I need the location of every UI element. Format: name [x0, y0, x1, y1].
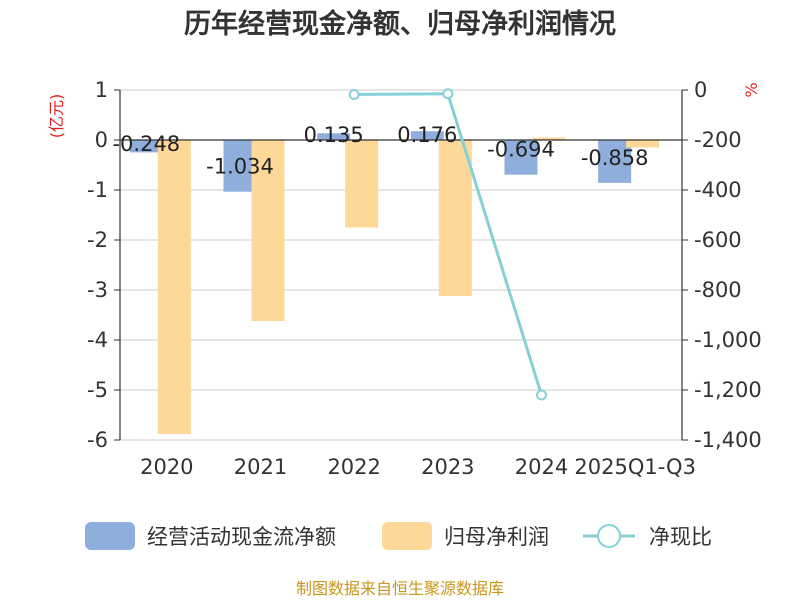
cashflow-data-label: 0.176 [397, 123, 457, 147]
x-tick-label: 2024 [515, 455, 568, 479]
legend: 经营活动现金流净额 归母净利润 净现比 [85, 522, 712, 550]
cashflow-bar [504, 140, 538, 175]
right-tick-label: -1,000 [694, 328, 762, 352]
cashflow-data-label: -0.248 [112, 132, 180, 156]
x-tick-label: 2021 [234, 455, 287, 479]
cashflow-bar [598, 140, 632, 183]
left-tick-label: -1 [87, 178, 108, 202]
left-tick-label: -3 [87, 278, 108, 302]
cashflow-bar [410, 131, 444, 140]
ratio-point [536, 389, 547, 401]
source-note: 制图数据来自恒生聚源数据库 [296, 579, 504, 598]
left-axis-unit: (亿元) [47, 94, 66, 139]
data-labels: -0.248 -1.034 0.135 0.176 -0.694 -0.858 [112, 123, 648, 179]
right-tick-label: -200 [694, 128, 742, 152]
net-profit-bar [532, 137, 566, 140]
cashflow-bar [317, 133, 351, 140]
legend-label: 净现比 [649, 525, 712, 549]
right-axis-unit: % [742, 82, 761, 97]
cashflow-data-label: 0.135 [304, 123, 364, 147]
legend-swatch-point [597, 524, 621, 548]
right-tick-label: -800 [694, 278, 742, 302]
ratio-point [348, 89, 360, 100]
net-profit-bar [626, 140, 660, 148]
net-profit-bar [345, 140, 379, 228]
legend-swatch [85, 522, 135, 550]
ratio-line [348, 88, 547, 401]
left-tick-label: 0 [95, 128, 108, 152]
left-tick-label: -4 [87, 328, 108, 352]
cashflow-bar [223, 140, 257, 192]
chart-title: 历年经营现金净额、归母净利润情况 [184, 8, 616, 40]
right-tick-label: -1,400 [694, 428, 762, 452]
bars [129, 131, 660, 434]
legend-label: 经营活动现金流净额 [147, 525, 336, 549]
net-profit-bar [157, 140, 191, 434]
right-tick-label: -1,200 [694, 378, 762, 402]
legend-net-profit[interactable]: 归母净利润 [382, 522, 549, 550]
legend-label: 归母净利润 [444, 525, 549, 549]
cashflow-data-label: -0.694 [487, 138, 555, 162]
right-tick-label: -400 [694, 178, 742, 202]
left-tick-label: -6 [87, 428, 108, 452]
legend-ratio[interactable]: 净现比 [583, 524, 712, 549]
x-tick-label: 2022 [327, 455, 380, 479]
ratio-point [442, 88, 454, 100]
right-tick-label: -600 [694, 228, 742, 252]
left-tick-label: -2 [87, 228, 108, 252]
x-tick-label: 2023 [421, 455, 474, 479]
cashflow-bar [129, 140, 163, 153]
axes: 1 0 -1 -2 -3 -4 -5 -6 0 -200 -400 -600 -800 -1,000 -1,… [87, 78, 762, 479]
legend-swatch [382, 522, 432, 550]
legend-cashflow[interactable]: 经营活动现金流净额 [85, 522, 336, 550]
x-tick-label: 2025Q1-Q3 [574, 455, 696, 479]
cashflow-data-label: -0.858 [581, 146, 649, 170]
left-tick-label: 1 [95, 78, 108, 102]
right-tick-label: 0 [694, 78, 707, 102]
x-tick-label: 2020 [140, 455, 193, 479]
net-profit-bar [438, 140, 472, 296]
cashflow-data-label: -1.034 [206, 155, 274, 179]
net-profit-bar [251, 140, 285, 321]
left-tick-label: -5 [87, 378, 108, 402]
